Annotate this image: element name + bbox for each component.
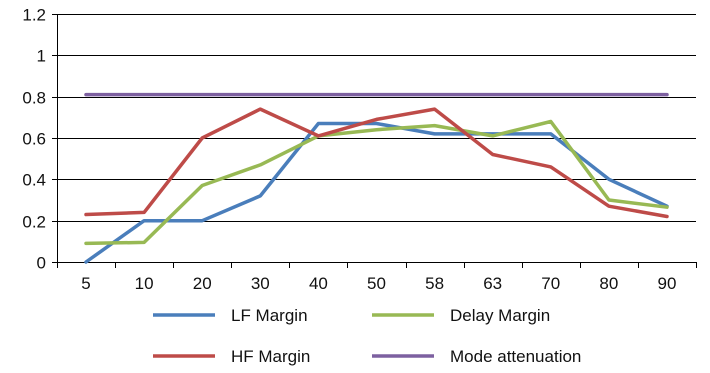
x-tick-label: 50: [367, 274, 386, 293]
x-tick-label: 10: [135, 274, 154, 293]
legend-item-hf-margin: HF Margin: [153, 347, 310, 366]
x-tick-label: 40: [309, 274, 328, 293]
series-line-delay-margin: [84, 119, 669, 246]
legend-label: HF Margin: [231, 347, 310, 366]
y-tick-label: 0.4: [22, 171, 46, 190]
x-tick-label: 30: [251, 274, 270, 293]
x-tick-label: 70: [541, 274, 560, 293]
legend-item-lf-margin: LF Margin: [153, 306, 308, 325]
y-axis-tick-labels: 0 0.2 0.4 0.6 0.8 1 1.2: [22, 6, 46, 273]
legend: LF Margin Delay Margin HF Margin Mode atten…: [153, 306, 581, 366]
legend-label: Delay Margin: [450, 306, 550, 325]
legend-label: LF Margin: [231, 306, 308, 325]
x-tick-label: 58: [425, 274, 444, 293]
series-lines: [84, 92, 669, 264]
legend-item-delay-margin: Delay Margin: [372, 306, 550, 325]
gridlines: [57, 14, 696, 222]
legend-item-mode-attenuation: Mode attenuation: [372, 347, 581, 366]
series-line-lf-margin: [84, 121, 669, 264]
y-tick-label: 0.6: [22, 130, 46, 149]
y-tick-label: 1: [37, 47, 46, 66]
y-tick-label: 0.8: [22, 89, 46, 108]
x-tick-label: 90: [657, 274, 676, 293]
x-axis-tick-marks: [57, 262, 697, 268]
x-tick-label: 80: [599, 274, 618, 293]
x-tick-label: 20: [193, 274, 212, 293]
x-axis-tick-labels: 5 10 20 30 40 50 58 63 70 80 90: [81, 274, 676, 293]
x-tick-label: 63: [483, 274, 502, 293]
y-tick-label: 0.2: [22, 213, 46, 232]
y-tick-label: 0: [37, 254, 46, 273]
legend-label: Mode attenuation: [450, 347, 581, 366]
x-tick-label: 5: [81, 274, 90, 293]
y-axis-tick-marks: [52, 14, 57, 263]
series-line-hf-margin: [84, 107, 669, 219]
y-tick-label: 1.2: [22, 6, 46, 25]
